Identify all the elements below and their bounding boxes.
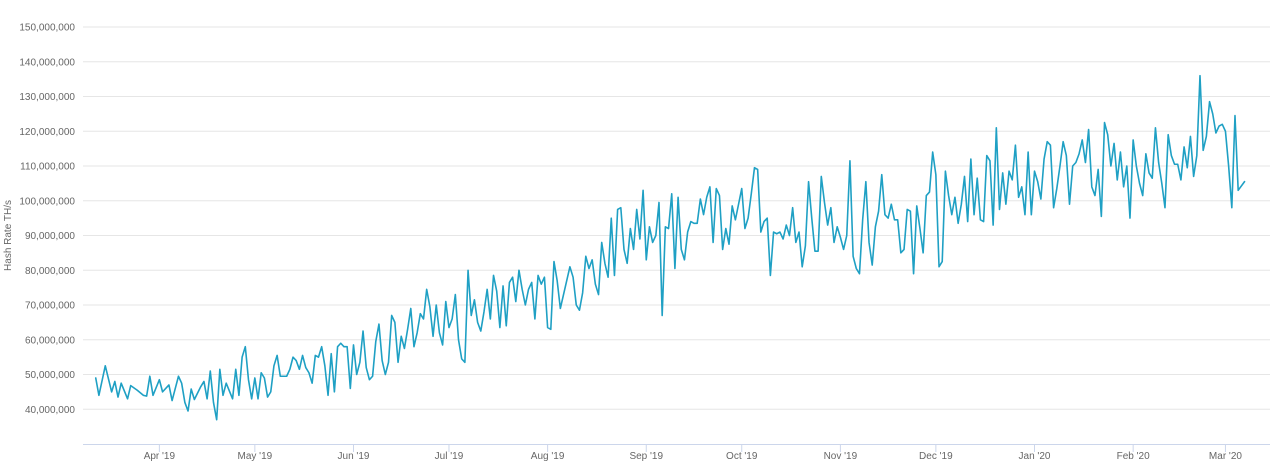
x-tick-label: Aug '19 [531, 451, 565, 462]
x-tick-label: Mar '20 [1209, 451, 1242, 462]
x-tick-label: Jul '19 [435, 451, 464, 462]
y-tick-label: 90,000,000 [25, 231, 75, 242]
x-tick-label: Sep '19 [629, 451, 663, 462]
series-layer [94, 74, 1246, 421]
x-tick-label: Oct '19 [726, 451, 758, 462]
y-tick-label: 50,000,000 [25, 370, 75, 381]
y-tick-label: 140,000,000 [19, 57, 75, 68]
x-tick-label: Feb '20 [1117, 451, 1150, 462]
hash-rate-series-line [94, 74, 1246, 421]
y-axis-title: Hash Rate TH/s [3, 200, 14, 271]
y-tick-label: 130,000,000 [19, 92, 75, 103]
x-tick-label: Dec '19 [919, 451, 953, 462]
x-tick-label: Jan '20 [1019, 451, 1051, 462]
x-tick-label: Apr '19 [144, 451, 176, 462]
y-tick-label: 100,000,000 [19, 196, 75, 207]
label-layer: 40,000,000 50,000,000 60,000,000 70,000,000… [19, 23, 1242, 463]
axis-layer [83, 444, 1270, 452]
y-tick-label: 40,000,000 [25, 405, 75, 416]
x-tick-label: Jun '19 [338, 451, 370, 462]
y-tick-label: 70,000,000 [25, 301, 75, 312]
y-tick-label: 110,000,000 [20, 162, 75, 173]
y-tick-label: 80,000,000 [25, 266, 75, 277]
x-tick-label: Nov '19 [824, 451, 858, 462]
x-tick-label: May '19 [237, 451, 272, 462]
y-tick-label: 120,000,000 [19, 127, 75, 138]
y-tick-label: 60,000,000 [25, 335, 75, 346]
y-tick-label: 150,000,000 [19, 23, 75, 34]
